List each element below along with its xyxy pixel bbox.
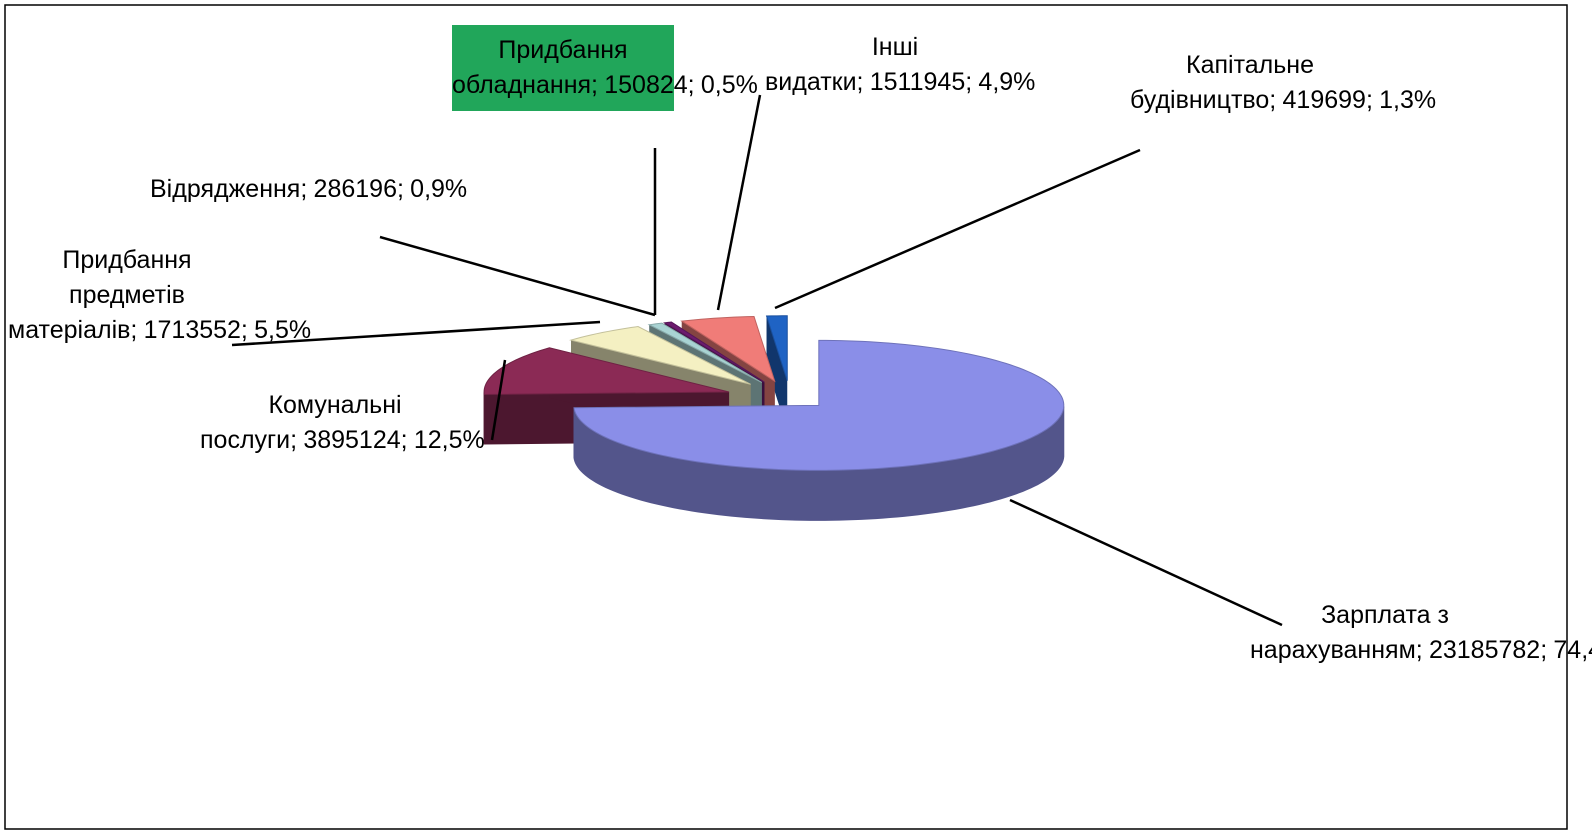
label-value: 419699; (1282, 86, 1373, 114)
label-category: Комунальні послуги; (200, 391, 402, 454)
label-value: 1511945; (869, 68, 973, 96)
label-category: Придбання предметів матеріалів; (8, 246, 192, 344)
label-value: 1713552; (143, 316, 248, 344)
data-label: Інші видатки; 1511945; 4,9% (765, 30, 1035, 100)
label-value: 286196; (313, 175, 404, 203)
data-label: Придбання предметів матеріалів; 1713552; 5… (8, 243, 311, 348)
label-value: 150824; (604, 71, 695, 99)
label-value: 23185782; (1428, 636, 1548, 664)
label-percent: 1,3% (1379, 86, 1437, 114)
label-category: Відрядження; (150, 175, 308, 203)
data-label: Комунальні послуги; 3895124; 12,5% (200, 388, 485, 458)
label-category: Придбання обладнання; (452, 36, 628, 99)
leader-line (774, 148, 1141, 310)
slice (569, 326, 751, 385)
data-label: Капітальне будівництво; 419699; 1,3% (1130, 48, 1436, 118)
leader-line (490, 359, 507, 441)
label-percent: 74,4% (1553, 636, 1592, 664)
slice (765, 315, 788, 381)
label-category: Інші видатки; (765, 33, 919, 96)
slice (647, 322, 763, 383)
label-category: Капітальне будівництво; (1130, 51, 1314, 114)
leaders (231, 94, 1283, 627)
frame (4, 4, 1568, 830)
leader-line (1009, 498, 1283, 627)
pie (483, 315, 1065, 521)
data-label: Придбання обладнання; 150824; 0,5% (452, 25, 758, 111)
label-percent: 12,5% (413, 426, 485, 454)
label-value: 3895124; (303, 426, 408, 454)
slice (663, 321, 765, 383)
label-percent: 4,9% (978, 68, 1036, 96)
slice (483, 347, 730, 395)
label-category: Зарплата з нарахуванням; (1250, 601, 1449, 664)
data-label: Зарплата з нарахуванням;23185782;74,4% (1250, 598, 1592, 668)
slice (573, 339, 1065, 471)
slice-side (766, 316, 788, 431)
slice (680, 315, 776, 383)
data-label: Відрядження; 286196; 0,9% (150, 172, 467, 207)
leader-line (231, 320, 601, 347)
leader-line (716, 94, 762, 311)
label-percent: 0,9% (410, 175, 468, 203)
leader-line (379, 235, 656, 317)
label-percent: 0,5% (700, 71, 758, 99)
label-percent: 5,5% (254, 316, 312, 344)
